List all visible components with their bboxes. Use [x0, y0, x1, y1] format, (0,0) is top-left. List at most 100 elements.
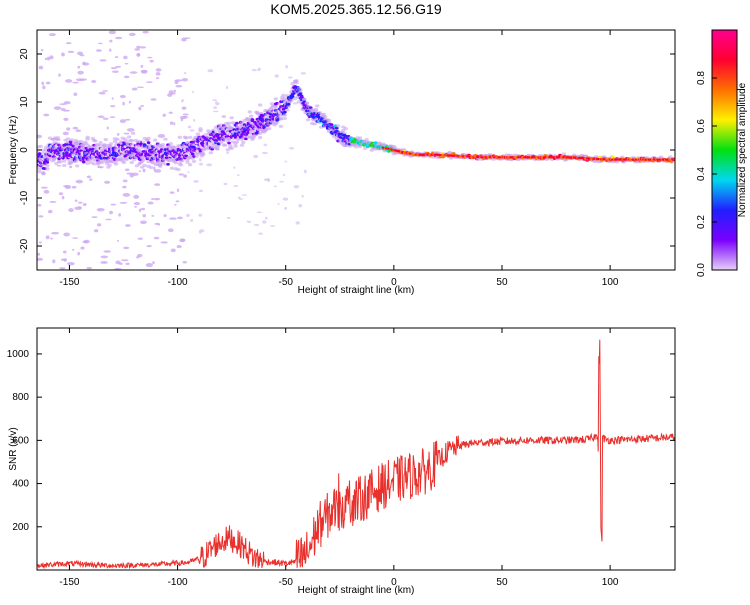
- spectrogram-noise-blob: [147, 56, 153, 59]
- spectrogram-signal-blob: [102, 156, 107, 160]
- spectrogram-halo-blob: [78, 139, 84, 144]
- spectrogram-noise-blob: [128, 32, 136, 37]
- spectrogram-noise-blob: [274, 74, 279, 78]
- spectrogram-halo-blob: [233, 144, 238, 148]
- spectrogram-noise-blob: [71, 248, 75, 251]
- spectrogram-noise-blob: [126, 128, 135, 132]
- spectrogram-noise-blob: [115, 65, 122, 68]
- spectrogram-noise-blob: [198, 213, 203, 217]
- snr-x-label: Height of straight line (km): [298, 585, 415, 596]
- spectrogram-noise-blob: [136, 45, 141, 49]
- spectrogram-noise-blob: [71, 185, 77, 189]
- spectrogram-noise-blob: [198, 158, 202, 162]
- spectrogram-noise-blob: [149, 59, 154, 63]
- spectrogram-noise-blob: [173, 122, 176, 126]
- spectrogram-noise-blob: [284, 160, 288, 163]
- colorbar-tick-label: 0.0: [696, 263, 707, 277]
- spectrogram-noise-blob: [190, 218, 194, 223]
- spectrogram-noise-blob: [226, 216, 231, 219]
- spectrogram-halo-blob: [278, 124, 284, 128]
- spectrogram-noise-blob: [122, 192, 131, 197]
- spectrogram-halo-blob: [47, 156, 53, 160]
- spectrogram-noise-blob: [46, 56, 51, 61]
- spectrogram-noise-blob: [153, 197, 160, 201]
- spectrogram-halo-blob: [285, 108, 290, 112]
- spectrogram-noise-blob: [112, 70, 119, 73]
- spectrogram-noise-blob: [110, 105, 116, 108]
- spectrogram-noise-blob: [116, 133, 120, 136]
- spectrogram-halo-blob: [267, 127, 272, 131]
- spectrogram-signal-blob: [96, 147, 100, 150]
- spectrogram-noise-blob: [44, 57, 47, 61]
- spectrogram-halo-blob: [229, 116, 234, 120]
- spectrogram-noise-blob: [152, 261, 155, 265]
- spectrogram-noise-blob: [61, 52, 65, 57]
- spectrogram-noise-blob: [142, 214, 147, 218]
- spectrogram-noise-blob: [138, 170, 141, 173]
- snr-y-tick-label: 200: [12, 522, 29, 533]
- spectrogram-signal-blob: [283, 110, 287, 114]
- spectrogram-noise-blob: [285, 65, 289, 69]
- spectrogram-halo-blob: [278, 116, 284, 121]
- spectrogram-noise-blob: [174, 203, 177, 206]
- spectrogram-noise-blob: [155, 77, 160, 80]
- spectrogram-halo-blob: [142, 163, 147, 168]
- snr-y-ticks: 200 400 600 800 1000: [7, 349, 675, 533]
- snr-y-tick-label: 600: [12, 435, 29, 446]
- spectrogram-noise-blob: [258, 232, 263, 235]
- spectrogram-noise-blob: [160, 241, 168, 244]
- spectrogram-noise-blob: [91, 80, 97, 83]
- spectrogram-x-tick-label: 0: [391, 277, 397, 288]
- spectrogram-halo-blob: [257, 135, 263, 140]
- spectrogram-noise-blob: [179, 238, 186, 243]
- spectrogram-halo-blob: [45, 164, 50, 168]
- spectrogram-noise-blob: [189, 129, 195, 132]
- spectrogram-x-tick-label: -50: [278, 277, 293, 288]
- spectrogram-noise-blob: [168, 90, 174, 94]
- spectrogram-noise-blob: [155, 72, 161, 76]
- spectrogram-signal-blob: [164, 156, 169, 160]
- spectrogram-noise-blob: [104, 180, 111, 184]
- spectrogram-signal-blob: [260, 114, 265, 118]
- spectrogram-noise-blob: [72, 81, 79, 84]
- spectrogram-noise-blob: [181, 106, 187, 110]
- spectrogram-noise-blob: [63, 232, 70, 237]
- spectrogram-noise-blob: [111, 97, 114, 100]
- spectrogram-noise-blob: [169, 217, 177, 220]
- spectrogram-noise-blob: [253, 154, 259, 159]
- spectrogram-noise-blob: [67, 50, 75, 54]
- spectrogram-noise-blob: [170, 248, 176, 253]
- spectrogram-signal-blob: [196, 140, 200, 143]
- spectrogram-halo-blob: [274, 121, 280, 125]
- spectrogram-halo-blob: [219, 140, 224, 145]
- spectrogram-halo-blob: [152, 138, 158, 142]
- spectrogram-halo-blob: [290, 81, 295, 86]
- spectrogram-noise-blob: [43, 189, 50, 194]
- spectrogram-noise-blob: [65, 42, 72, 45]
- spectrogram-halo-blob: [103, 138, 108, 142]
- spectrogram-noise-blob: [301, 194, 304, 198]
- spectrogram-noise-blob: [277, 203, 280, 205]
- spectrogram-noise-blob: [47, 209, 53, 214]
- spectrogram-noise-blob: [68, 208, 74, 213]
- spectrogram-noise-blob: [124, 62, 129, 65]
- spectrogram-noise-blob: [110, 67, 118, 70]
- spectrogram-noise-blob: [182, 261, 187, 264]
- spectrogram-noise-blob: [86, 266, 93, 270]
- spectrogram-noise-blob: [77, 65, 81, 69]
- spectrogram-noise-blob: [246, 220, 249, 223]
- spectrogram-noise-blob: [77, 70, 84, 75]
- spectrogram-halo-blob: [65, 137, 71, 141]
- colorbar-tick-label: 0.4: [696, 167, 707, 181]
- spectrogram-halo-blob: [226, 137, 232, 142]
- spectrogram-noise-blob: [298, 204, 303, 208]
- spectrogram-noise-blob: [49, 33, 56, 37]
- spectrogram-halo-blob: [45, 167, 50, 171]
- spectrogram-noise-blob: [38, 241, 42, 244]
- spectrogram-noise-blob: [79, 54, 85, 57]
- spectrogram-halo-blob: [194, 154, 199, 158]
- spectrogram-noise-blob: [114, 56, 119, 59]
- spectrogram-noise-blob: [109, 39, 113, 43]
- spectrogram-noise-blob: [97, 165, 100, 168]
- spectrogram-halo-blob: [289, 98, 294, 102]
